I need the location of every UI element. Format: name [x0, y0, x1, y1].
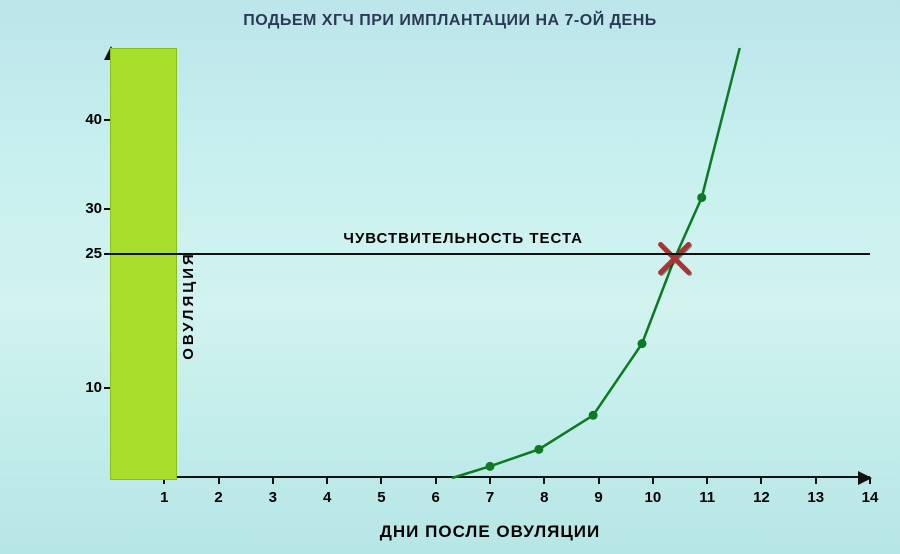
x-tick-mark: [272, 478, 274, 484]
x-tick-label: 12: [753, 489, 770, 506]
x-tick-label: 5: [377, 489, 385, 506]
x-tick-mark: [489, 478, 491, 484]
x-tick-mark: [869, 478, 871, 484]
x-tick-label: 9: [594, 489, 602, 506]
x-tick-mark: [652, 478, 654, 484]
x-tick-mark: [380, 478, 382, 484]
plot-area: 102530401234567891011121314ОВУЛЯЦИЯЧУВСТ…: [110, 48, 870, 478]
x-tick-mark: [218, 478, 220, 484]
x-tick-mark: [706, 478, 708, 484]
x-tick-mark: [543, 478, 545, 484]
x-tick-label: 7: [486, 489, 494, 506]
hcg-point: [535, 445, 543, 453]
hcg-point: [486, 462, 494, 470]
x-tick-label: 14: [862, 489, 879, 506]
y-tick-label: 30: [62, 200, 102, 217]
hcg-point: [698, 194, 706, 202]
x-tick-label: 6: [432, 489, 440, 506]
x-tick-label: 4: [323, 489, 331, 506]
x-tick-mark: [326, 478, 328, 484]
hcg-point: [638, 340, 646, 348]
y-tick-label: 10: [62, 379, 102, 396]
ovulation-label: ОВУЛЯЦИЯ: [134, 297, 243, 314]
x-axis-label: ДНИ ПОСЛЕ ОВУЛЯЦИИ: [110, 522, 870, 542]
intersection-x-icon: [661, 245, 689, 273]
threshold-line: [110, 253, 870, 255]
x-tick-label: 2: [214, 489, 222, 506]
x-tick-label: 13: [807, 489, 824, 506]
ovulation-band: [110, 48, 177, 480]
x-tick-mark: [815, 478, 817, 484]
x-tick-label: 10: [645, 489, 662, 506]
x-tick-mark: [760, 478, 762, 484]
x-tick-mark: [598, 478, 600, 484]
x-tick-label: 3: [269, 489, 277, 506]
chart-svg: [110, 48, 870, 478]
y-tick-label: 25: [62, 245, 102, 262]
x-tick-label: 8: [540, 489, 548, 506]
chart-title: ПОДЬЕМ ХГЧ ПРИ ИМПЛАНТАЦИИ НА 7-ОЙ ДЕНЬ: [0, 12, 900, 30]
x-tick-mark: [435, 478, 437, 484]
y-tick-label: 40: [62, 111, 102, 128]
hcg-point: [589, 411, 597, 419]
x-tick-label: 1: [160, 489, 168, 506]
x-tick-label: 11: [699, 489, 715, 506]
threshold-label: ЧУВСТВИТЕЛЬНОСТЬ ТЕСТА: [343, 230, 583, 247]
